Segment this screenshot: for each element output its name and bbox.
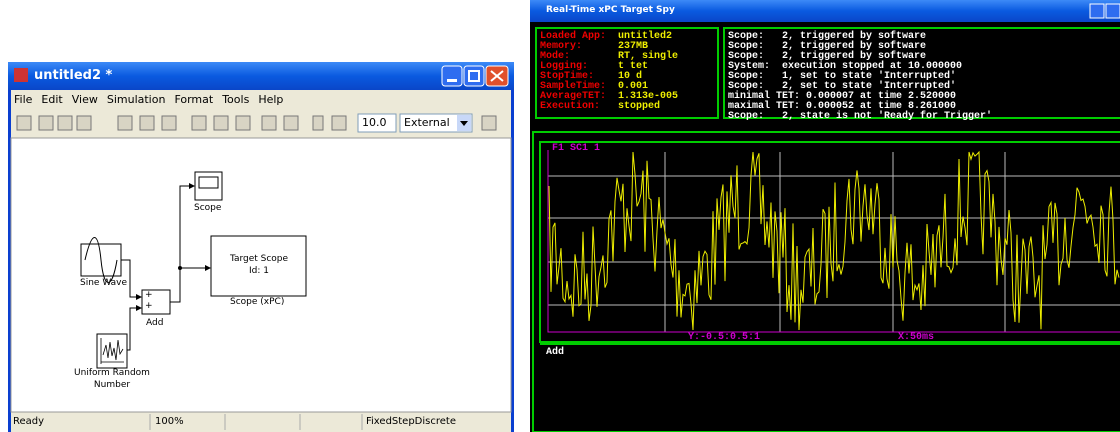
block-text: Id: 1 <box>249 266 269 276</box>
stop-time-field[interactable] <box>357 113 397 133</box>
x-label: X:50ms <box>898 332 935 343</box>
info-row: Memory: 237MB <box>540 42 678 52</box>
info-label: StopTime: <box>540 71 595 82</box>
log-line: maximal TET: 0.000052 at time 8.261000 <box>728 101 957 112</box>
info-list: Loaded App: untitled2 Memory: 237MB Mode: RT,… <box>540 32 678 112</box>
sine-icon <box>84 237 118 283</box>
info-row: Mode: RT, single <box>540 52 678 62</box>
block-label: Add <box>146 318 164 328</box>
random-icon <box>100 338 124 364</box>
menu-item[interactable]: Edit <box>41 93 63 106</box>
panel-title: Add <box>546 347 565 358</box>
port: + <box>145 301 153 311</box>
stop-time[interactable]: 10.0 <box>362 116 387 129</box>
info-label: Memory: <box>540 41 583 52</box>
menu-bar: File Edit View Simulation Format Tools Help <box>14 93 292 106</box>
y-label: Y:-0.5:0.5:1 <box>688 332 761 343</box>
status: FixedStepDiscrete <box>366 416 456 427</box>
log-line: minimal TET: 0.000007 at time 2.520000 <box>728 91 957 102</box>
log-line: Scope: 2, triggered by software <box>728 51 927 62</box>
status: Ready <box>13 416 45 427</box>
log-line: System: execution stopped at 10.000000 <box>728 61 963 72</box>
min-glyph <box>447 79 457 82</box>
log-line: Scope: 2, state is not 'Ready for Trigge… <box>728 111 993 122</box>
info-label: AverageTET: <box>540 91 607 102</box>
arrowheads <box>136 183 211 311</box>
window-title: untitled2 * <box>34 68 113 83</box>
info-label: SampleTime: <box>540 81 607 92</box>
scope-trace <box>548 150 1120 331</box>
info-label: Mode: <box>540 51 571 62</box>
info-value: RT, single <box>618 51 679 62</box>
log-line: Scope: 2, triggered by software <box>728 41 927 52</box>
spy-minimize[interactable] <box>1089 3 1105 19</box>
mode-dropdown[interactable] <box>399 113 473 133</box>
block-label: Sine Wave <box>80 278 128 288</box>
spy-title: Real-Time xPC Target Spy <box>546 5 675 15</box>
maximize[interactable] <box>463 65 485 87</box>
info-value: 0.001 <box>618 81 649 92</box>
info-row: StopTime: 10 d <box>540 72 678 82</box>
title-bar <box>8 62 514 90</box>
scope-title: F1 SC1 1 <box>552 143 601 154</box>
outer-panel <box>532 131 1120 432</box>
info-value: stopped <box>618 101 661 112</box>
minimize[interactable] <box>441 65 463 87</box>
toolbar-icons <box>16 115 497 131</box>
info-row: Loaded App: untitled2 <box>540 32 678 42</box>
status: 100% <box>155 416 184 427</box>
mode[interactable]: External <box>404 116 450 129</box>
info-value: 237MB <box>618 41 649 52</box>
info-value: 1.313e-005 <box>618 91 679 102</box>
info-value: t tet <box>618 61 649 72</box>
close-x <box>490 70 504 82</box>
arrow-glyph <box>460 121 468 126</box>
info-value: 10 d <box>618 71 643 82</box>
menu-item[interactable]: Tools <box>222 93 250 106</box>
log-panel <box>723 27 1120 119</box>
app-icon <box>14 68 28 82</box>
log-line: Scope: 2, set to state 'Interrupted' <box>728 81 957 92</box>
spy-title-bar <box>530 0 1120 22</box>
info-row: AverageTET: 1.313e-005 <box>540 92 678 102</box>
blocks <box>80 171 307 369</box>
info-label: Execution: <box>540 101 601 112</box>
info-panel <box>535 27 719 119</box>
info-value: untitled2 <box>618 31 673 42</box>
scope-panel <box>539 141 1120 343</box>
block-label: Scope (xPC) <box>230 297 285 307</box>
block-label: Scope <box>194 203 222 213</box>
block-label: Number <box>93 380 131 390</box>
spy-maximize[interactable] <box>1105 3 1120 19</box>
signal-lines <box>121 185 207 351</box>
menu-item[interactable]: Help <box>258 93 284 106</box>
block-label: Uniform Random <box>74 368 150 378</box>
port: + <box>145 290 153 300</box>
max-glyph <box>468 70 480 82</box>
info-row: Execution: stopped <box>540 102 678 112</box>
menu-item[interactable]: File <box>14 93 33 106</box>
status-dividers <box>149 414 363 430</box>
info-label: Logging: <box>540 61 589 72</box>
menu-item[interactable]: Format <box>174 93 214 106</box>
menu-item[interactable]: View <box>71 93 98 106</box>
log-list: Scope: 2, triggered by software Scope: 2,… <box>728 32 992 122</box>
log-line: Scope: 1, set to state 'Interrupted' <box>728 71 957 82</box>
info-row: Logging: t tet <box>540 62 678 72</box>
info-row: SampleTime: 0.001 <box>540 82 678 92</box>
info-label: Loaded App: <box>540 31 607 42</box>
scope-axes <box>547 150 1120 333</box>
menu-item[interactable]: Simulation <box>106 93 166 106</box>
log-line: Scope: 2, triggered by software <box>728 31 927 42</box>
block-text: Target Scope <box>229 254 289 264</box>
